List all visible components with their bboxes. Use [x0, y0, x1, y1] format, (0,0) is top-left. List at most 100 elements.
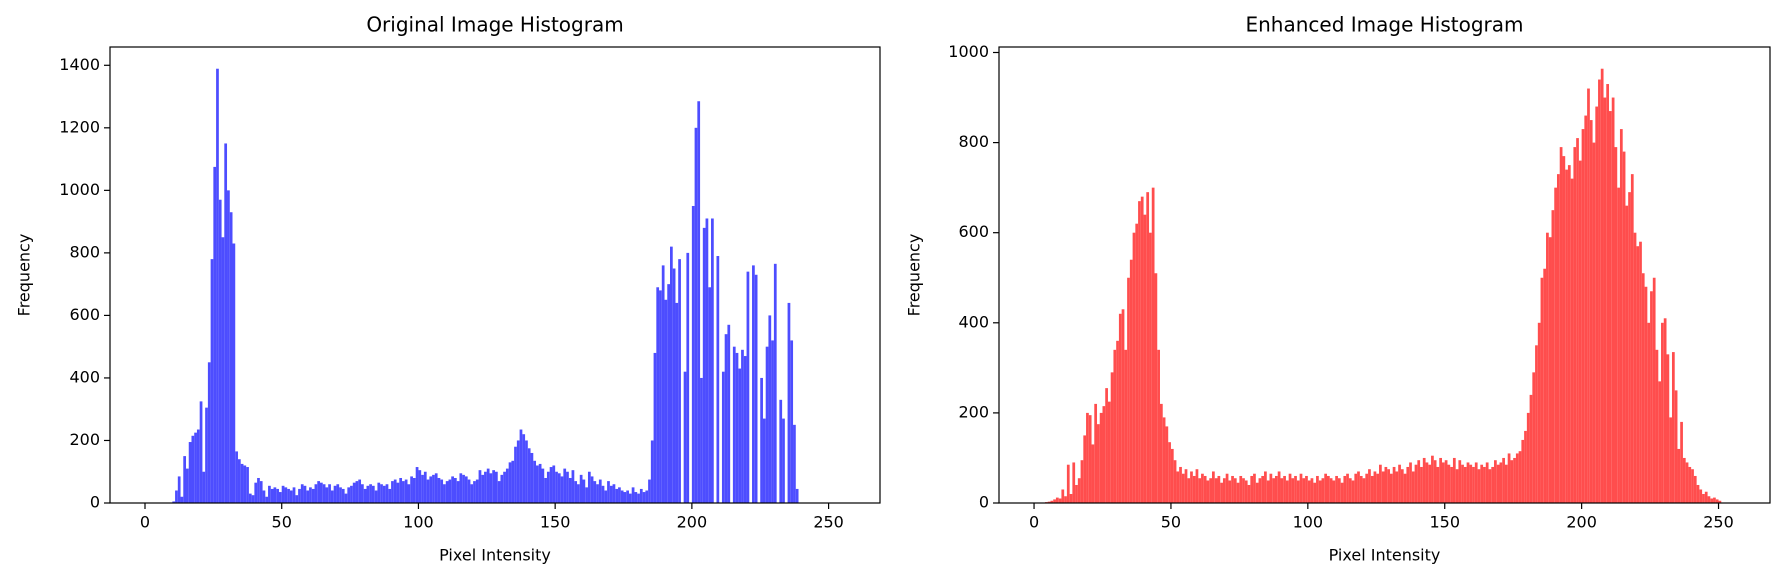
bar	[1143, 214, 1147, 503]
bar	[320, 482, 323, 503]
bar	[1452, 457, 1456, 503]
bar	[708, 287, 712, 503]
x-tick-label: 200	[1566, 513, 1597, 532]
bar	[1220, 482, 1223, 503]
bar	[1151, 187, 1155, 503]
bar	[350, 485, 353, 503]
x-tick-label: 200	[677, 513, 708, 532]
bar	[1458, 460, 1462, 503]
bar	[298, 488, 301, 503]
bar	[259, 481, 263, 503]
bar	[1565, 169, 1568, 504]
bar	[363, 488, 367, 503]
bar	[1129, 259, 1133, 503]
bar	[1409, 462, 1412, 503]
bar	[385, 484, 389, 503]
bar	[650, 440, 654, 503]
bar	[1554, 187, 1557, 503]
bar	[451, 476, 454, 503]
bar	[585, 487, 588, 503]
bar	[194, 432, 197, 503]
bar	[1420, 466, 1423, 503]
bar	[790, 340, 794, 503]
bar	[1192, 475, 1196, 503]
bar	[1494, 460, 1497, 503]
bar	[1086, 412, 1089, 503]
y-tick-label: 600	[69, 305, 100, 324]
bar	[557, 473, 561, 503]
x-tick-label: 50	[272, 513, 292, 532]
bar	[1633, 232, 1637, 503]
bar	[631, 487, 635, 503]
bar	[1217, 475, 1221, 503]
bar	[440, 479, 444, 503]
bar	[768, 315, 772, 503]
chart-title: Enhanced Image Histogram	[1245, 13, 1523, 37]
bar	[1570, 178, 1574, 504]
bar	[1603, 97, 1607, 503]
bar	[1521, 439, 1525, 503]
y-tick-label: 200	[958, 402, 989, 421]
x-tick-label: 100	[403, 513, 434, 532]
bar	[1299, 473, 1303, 503]
bar	[1450, 466, 1453, 503]
bar	[1343, 475, 1347, 503]
bar	[369, 484, 372, 503]
bar	[391, 481, 394, 503]
bar	[1595, 106, 1599, 503]
bar	[1050, 500, 1054, 503]
bar	[765, 346, 769, 503]
bar	[1162, 417, 1166, 503]
bar	[593, 481, 597, 503]
bar	[1688, 466, 1692, 503]
bar	[560, 476, 564, 503]
bar	[484, 471, 487, 503]
bar	[1425, 462, 1429, 503]
bar	[1373, 471, 1377, 503]
bar	[1077, 478, 1081, 503]
bar	[522, 434, 526, 503]
bar	[418, 470, 422, 503]
bar	[1154, 273, 1158, 503]
bar	[415, 467, 419, 503]
bar	[1589, 120, 1593, 504]
bar	[1365, 473, 1369, 503]
bar	[639, 488, 643, 503]
bar	[1548, 237, 1552, 503]
x-tick-label: 150	[1429, 513, 1460, 532]
bar	[1072, 462, 1076, 503]
bar	[1159, 403, 1163, 503]
bar	[388, 488, 392, 503]
bar	[1576, 138, 1579, 504]
bar	[1053, 499, 1056, 503]
bar	[355, 481, 359, 503]
bar	[1469, 464, 1473, 503]
bar	[273, 487, 277, 503]
bar	[412, 477, 416, 503]
bar	[1395, 471, 1399, 503]
bar	[1647, 322, 1651, 503]
bar	[281, 485, 285, 503]
bar	[1436, 466, 1440, 503]
bar	[1329, 478, 1333, 503]
bar	[303, 485, 307, 503]
bar	[645, 490, 649, 503]
bar	[1225, 473, 1229, 503]
bar	[527, 448, 531, 503]
bar	[1255, 482, 1259, 503]
bar	[497, 481, 501, 503]
bar	[257, 477, 260, 503]
bar	[1573, 147, 1577, 503]
bar	[1485, 462, 1489, 503]
bar	[760, 377, 763, 503]
bar	[653, 352, 657, 503]
bar	[1483, 466, 1486, 503]
bar	[1307, 480, 1311, 503]
bar	[1652, 277, 1656, 503]
bar	[227, 190, 230, 503]
bar	[1655, 349, 1659, 503]
bar	[1055, 497, 1059, 503]
bar	[1562, 156, 1566, 503]
bar	[656, 287, 660, 503]
bar	[675, 302, 679, 503]
